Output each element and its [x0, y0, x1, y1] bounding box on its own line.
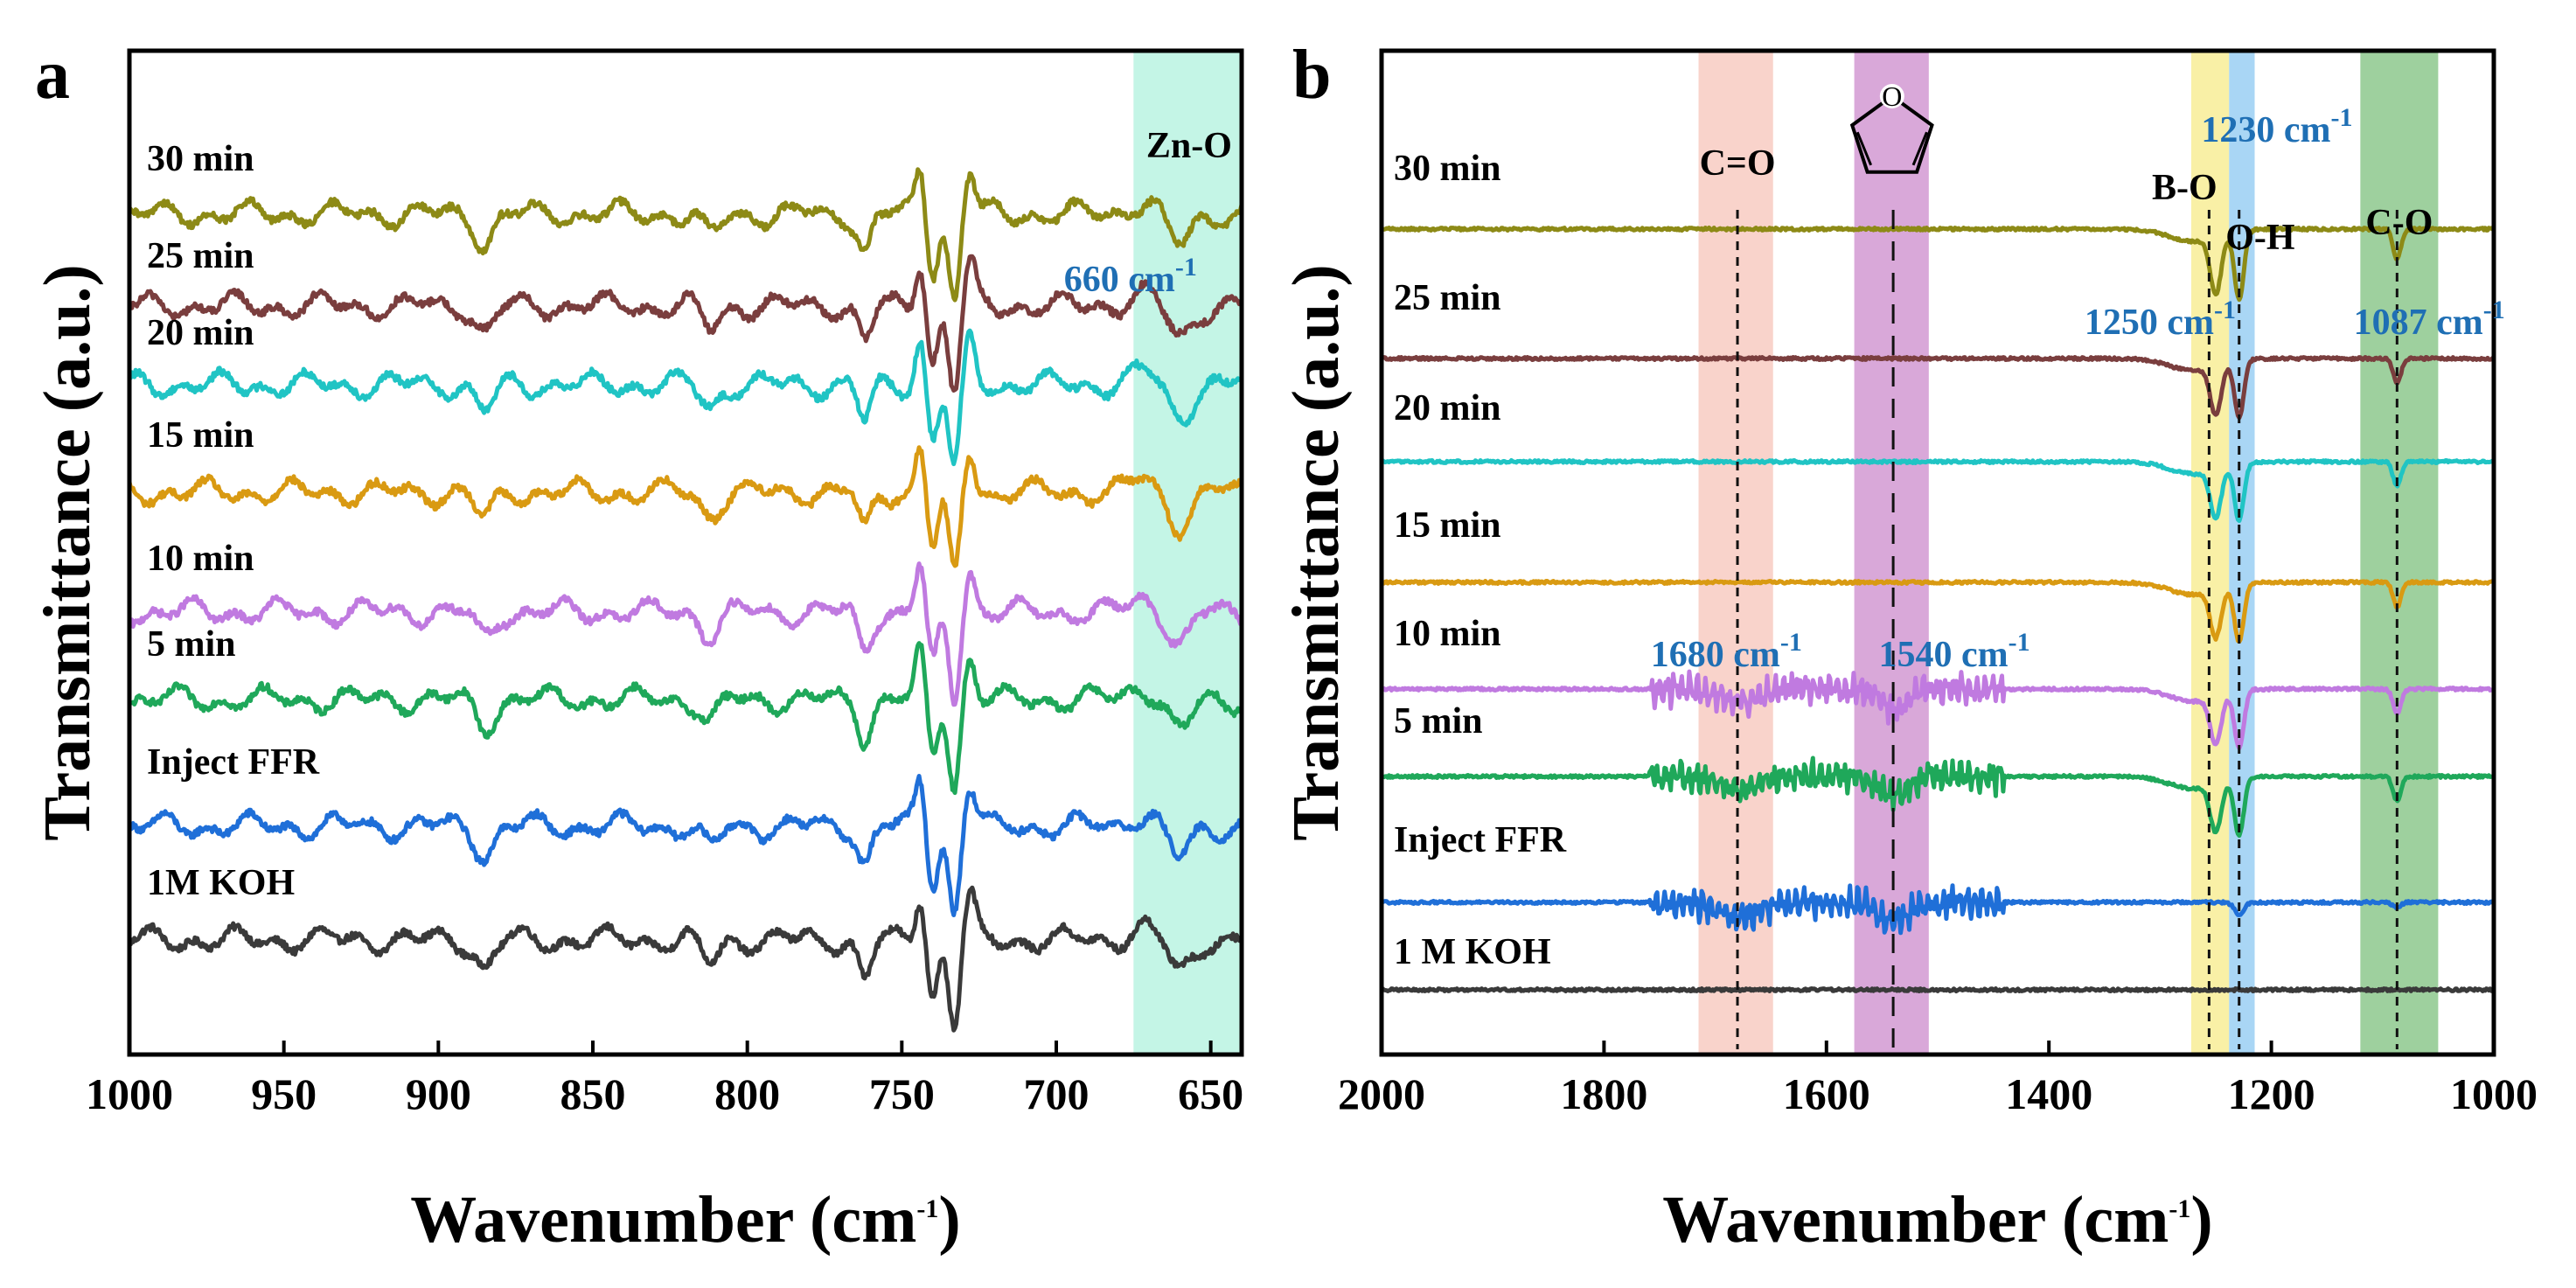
series-label-1-m-koh: 1 M KOH [1394, 932, 1551, 972]
series-line-20-min [1380, 458, 2496, 524]
panel-b-ylabel: Transmittance (a.u.) [1279, 264, 1353, 840]
series-label-30-min: 30 min [1394, 149, 1501, 189]
band-c-o [2360, 51, 2439, 1055]
band-c-o [1698, 51, 1773, 1055]
x-tick-label: 1200 [2228, 1069, 2315, 1118]
annotation-1540: 1540 cm-1 [1879, 628, 2030, 675]
series-line-5-min [1380, 755, 2496, 839]
series-line-10-min [127, 561, 1244, 707]
x-tick-label: 750 [869, 1069, 935, 1118]
series-label-25-min: 25 min [147, 236, 254, 276]
band-o-h [2229, 51, 2255, 1055]
panel-a-letter: a [35, 37, 70, 114]
series-label-20-min: 20 min [1394, 388, 1501, 428]
series-line-30-min [1380, 226, 2496, 303]
annotation-1230: 1230 cm-1 [2201, 103, 2352, 150]
panel-a: a 1000 950 900 850 800 750 700 650 1M KOH Inject… [31, 37, 1244, 1257]
series-label-20-min: 20 min [147, 313, 254, 353]
series-line-15-min [1380, 579, 2496, 644]
x-tick-label: 1600 [1783, 1069, 1870, 1118]
series-label-10-min: 10 min [147, 539, 254, 579]
x-tick-label: 850 [560, 1069, 626, 1118]
series-label-25-min: 25 min [1394, 278, 1501, 318]
series-label-inject-ffr: Inject FFR [147, 742, 320, 783]
panel-b: b 2000 1800 1600 1400 1200 1000 1 M KOH Inject… [1279, 37, 2538, 1257]
series-line-5-min [128, 641, 1244, 796]
band-label-c-o: C-O [2365, 203, 2433, 243]
series-line-inject-ffr [127, 774, 1243, 917]
x-tick-label: 650 [1178, 1069, 1243, 1118]
series-line-15-min [127, 445, 1244, 568]
band-zn-o [1133, 51, 1242, 1055]
panel-b-xlabel: Wavenumber (cm-1) [1662, 1183, 2212, 1257]
series-label-15-min: 15 min [147, 415, 254, 456]
series-label-10-min: 10 min [1394, 614, 1501, 654]
x-tick-label: 1800 [1560, 1069, 1647, 1118]
panel-a-xlabel: Wavenumber (cm-1) [410, 1183, 960, 1257]
x-tick-label: 800 [714, 1069, 780, 1118]
furan-ring-icon: O [1849, 80, 1934, 174]
x-tick-label: 2000 [1338, 1069, 1425, 1118]
series-label-inject-ffr: Inject FFR [1394, 820, 1567, 860]
svg-text:O: O [1882, 80, 1902, 112]
x-tick-label: 700 [1024, 1069, 1090, 1118]
series-line-25-min [128, 254, 1244, 393]
series-line-1m-koh [127, 885, 1244, 1033]
series-line-inject-ffr [1380, 883, 2496, 936]
panel-b-letter: b [1292, 37, 1332, 114]
band-label-c-o-double: C=O [1700, 143, 1776, 184]
series-line-20-min [127, 328, 1243, 467]
series-label-5-min: 5 min [1394, 701, 1483, 741]
x-tick-label: 1000 [86, 1069, 173, 1118]
x-tick-label: 950 [251, 1069, 317, 1118]
panel-a-frame [127, 48, 1244, 1057]
series-line-1-m-koh [1379, 986, 2496, 993]
annotation-660: 660 cm-1 [1064, 253, 1197, 300]
x-tick-label: 1000 [2450, 1069, 2538, 1118]
series-label-30-min: 30 min [147, 139, 254, 179]
band-label-o-h: O-H [2225, 218, 2294, 258]
panel-a-ylabel: Transmittance (a.u.) [31, 264, 104, 840]
series-line-25-min [1380, 355, 2496, 421]
series-label-5-min: 5 min [147, 624, 236, 665]
annotation-1087: 1087 cm-1 [2354, 296, 2505, 343]
series-line-10-min [1380, 669, 2496, 751]
x-tick-label: 1400 [2005, 1069, 2092, 1118]
series-line-30-min [128, 167, 1244, 303]
annotation-1680: 1680 cm-1 [1651, 628, 1802, 675]
annotation-1250: 1250 cm-1 [2085, 296, 2236, 343]
band-label-zn-o: Zn-O [1146, 126, 1232, 166]
x-tick-label: 900 [406, 1069, 471, 1118]
series-label-15-min: 15 min [1394, 505, 1501, 546]
panel-b-frame [1379, 48, 2496, 1057]
series-label-1m-koh: 1M KOH [147, 863, 295, 903]
band-label-b-o: B-O [2152, 168, 2217, 208]
